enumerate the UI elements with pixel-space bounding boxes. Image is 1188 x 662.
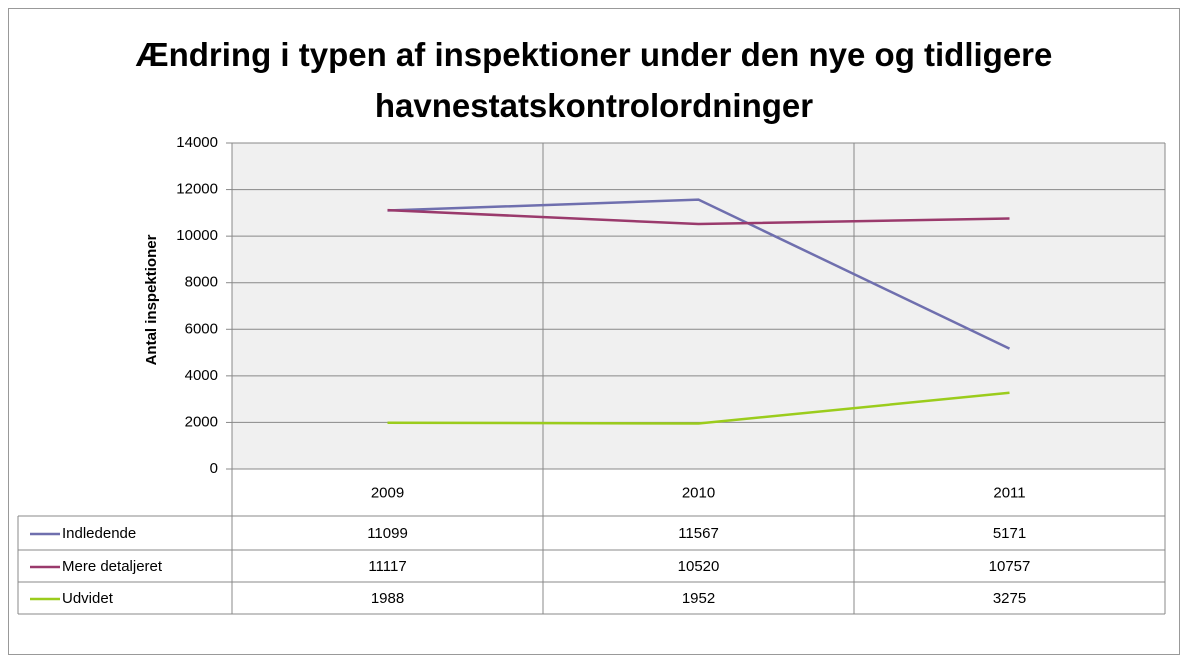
series-line: [387, 391, 1010, 425]
y-tick-label: 6000: [185, 320, 218, 337]
y-tick-label: 0: [210, 460, 218, 477]
y-tick-label: 4000: [185, 367, 218, 384]
legend-label: Udvidet: [62, 590, 114, 607]
chart-title: Ændring i typen af inspektioner under de…: [136, 36, 1053, 124]
table-value: 10757: [989, 558, 1031, 575]
x-tick-label: 2009: [371, 484, 404, 501]
legend-label: Indledende: [62, 525, 136, 542]
y-tick-label: 12000: [176, 181, 218, 198]
table-value: 1952: [682, 590, 715, 607]
table-value: 11117: [368, 558, 406, 575]
y-tick-label: 10000: [176, 227, 218, 244]
series-line: [387, 208, 1010, 226]
table-value: 1988: [371, 590, 404, 607]
x-tick-label: 2011: [993, 484, 1025, 501]
table-value: 3275: [993, 590, 1026, 607]
x-tick-label: 2010: [682, 484, 715, 501]
table-value: 11099: [367, 525, 408, 542]
y-tick-label: 14000: [176, 134, 218, 151]
plot-area: [232, 143, 1165, 469]
legend-label: Mere detaljeret: [62, 558, 163, 575]
table-value: 10520: [678, 558, 720, 575]
series-line: [387, 198, 1011, 350]
table-value: 11567: [678, 525, 719, 542]
table-value: 5171: [993, 525, 1026, 542]
y-tick-label: 8000: [185, 274, 218, 291]
y-tick-label: 2000: [185, 413, 218, 430]
y-axis-label: Antal inspektioner: [143, 234, 160, 365]
